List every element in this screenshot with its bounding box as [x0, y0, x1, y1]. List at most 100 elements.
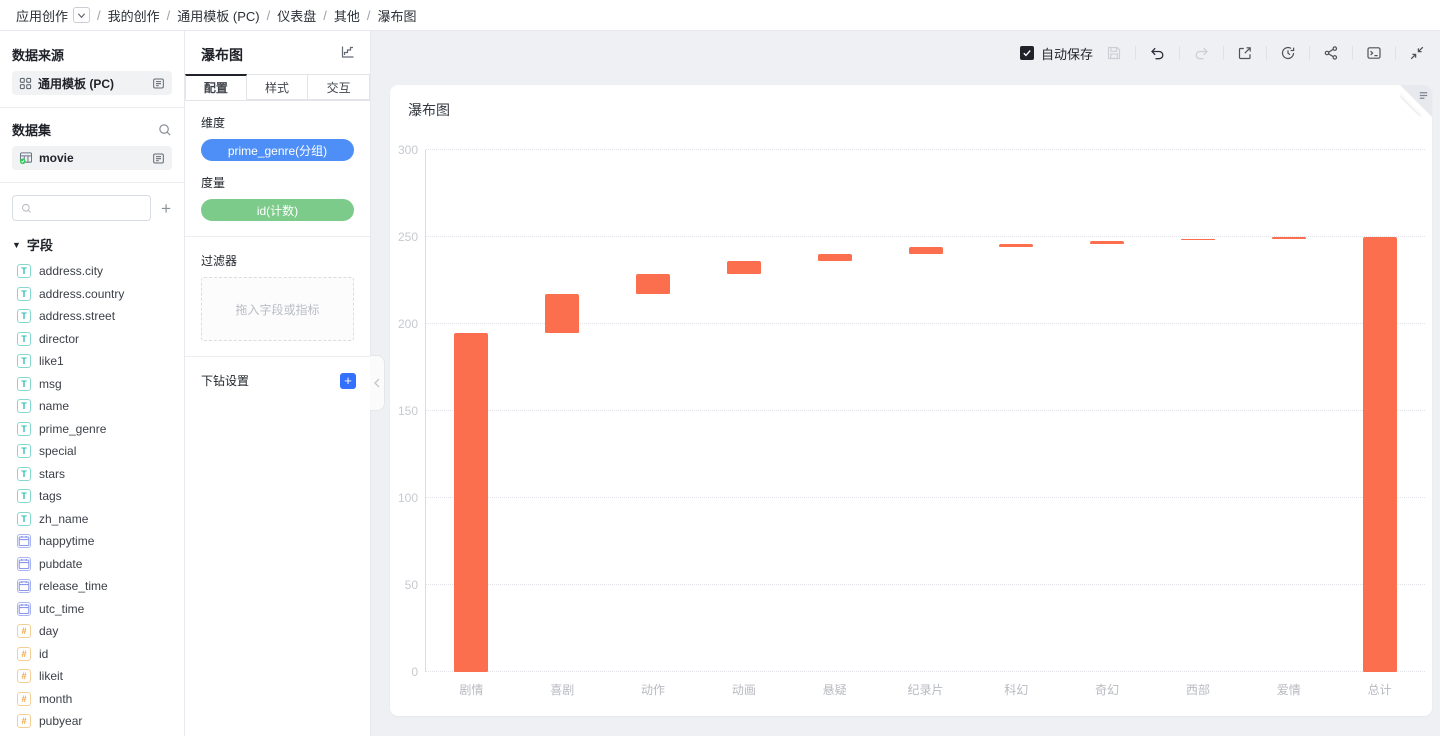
tab-interaction[interactable]: 交互 — [308, 74, 371, 100]
number-field-icon: # — [17, 624, 31, 639]
export-button[interactable] — [1237, 45, 1253, 61]
autosave-label: 自动保存 — [1040, 46, 1093, 62]
measure-pill[interactable]: id(计数) — [201, 199, 354, 221]
open-panel-icon[interactable] — [152, 152, 165, 165]
breadcrumb-root[interactable]: 应用创作 — [16, 8, 69, 24]
dimension-label: 维度 — [201, 116, 226, 130]
add-drill-button[interactable]: + — [340, 372, 356, 389]
field-label: release_time — [39, 579, 108, 594]
filter-label: 过滤器 — [201, 254, 238, 268]
field-item-rate_num[interactable]: #rate_num — [12, 733, 172, 736]
tab-config[interactable]: 配置 — [185, 74, 247, 100]
y-axis-tick-label: 100 — [397, 491, 418, 505]
waterfall-bar-西部[interactable] — [1180, 238, 1215, 241]
text-field-icon: T — [17, 399, 31, 414]
history-button[interactable] — [1280, 45, 1296, 61]
breadcrumb-separator: / — [166, 7, 171, 23]
dimension-pill[interactable]: prime_genre(分组) — [201, 139, 354, 161]
fields-section-toggle[interactable]: ▼ 字段 — [12, 235, 172, 254]
breadcrumb-item[interactable]: 通用模板 (PC) — [177, 8, 260, 24]
widget-quick-menu[interactable] — [1400, 85, 1432, 117]
waterfall-plot: 0 50 100 150 200 250 300 剧情 喜剧 动作 动画 悬疑 纪录片 科幻 奇幻 西部 爱情 总… — [398, 143, 1425, 697]
field-item-day[interactable]: # day — [12, 620, 172, 643]
dataset-item-label: movie — [39, 151, 74, 165]
waterfall-bar-爱情[interactable] — [1271, 237, 1306, 239]
gridline-y50 — [426, 584, 1425, 585]
chevron-left-icon — [374, 378, 380, 388]
collapse-panel-handle[interactable] — [370, 355, 385, 411]
breadcrumb-dropdown-button[interactable] — [73, 7, 91, 23]
field-item-release_time[interactable]: release_time — [12, 575, 172, 598]
field-label: address.city — [39, 264, 104, 279]
field-label: address.country — [39, 286, 125, 301]
waterfall-bar-奇幻[interactable] — [1090, 240, 1125, 244]
gridline-y100 — [426, 497, 1425, 498]
save-button[interactable] — [1106, 45, 1122, 61]
collapse-view-button[interactable] — [1409, 45, 1425, 61]
waterfall-bar-动作[interactable] — [636, 273, 671, 295]
field-item-pubyear[interactable]: # pubyear — [12, 710, 172, 733]
y-axis-tick-label: 0 — [411, 665, 418, 679]
text-field-icon: T — [17, 331, 31, 346]
undo-button[interactable] — [1149, 45, 1166, 62]
x-axis-label: 动画 — [731, 683, 756, 697]
field-item-utc_time[interactable]: utc_time — [12, 598, 172, 621]
field-label: prime_genre — [39, 421, 107, 436]
waterfall-bar-剧情[interactable] — [454, 332, 489, 672]
fields-section-label: 字段 — [26, 238, 53, 253]
search-icon[interactable] — [158, 123, 172, 137]
field-search-text[interactable] — [38, 201, 143, 215]
console-button[interactable] — [1366, 45, 1382, 61]
number-field-icon: # — [17, 714, 31, 729]
waterfall-bar-动画[interactable] — [726, 261, 761, 274]
chart-type-icon[interactable] — [340, 44, 356, 65]
check-icon — [1023, 50, 1031, 57]
chart-widget[interactable]: 瀑布图 0 50 100 150 200 250 300 剧情 喜剧 动作 动画 悬疑 纪录片 科幻 奇幻 西… — [390, 85, 1432, 716]
tab-style[interactable]: 样式 — [246, 74, 309, 100]
dataset-item-movie[interactable]: movie — [12, 146, 172, 170]
breadcrumb-item[interactable]: 瀑布图 — [377, 8, 417, 24]
datasource-item[interactable]: 通用模板 (PC) — [12, 71, 172, 95]
field-label: name — [39, 399, 70, 414]
share-button[interactable] — [1323, 45, 1339, 61]
field-item-likeit[interactable]: # likeit — [12, 665, 172, 688]
field-label: special — [39, 444, 77, 459]
add-field-button[interactable]: + — [161, 198, 171, 218]
date-field-icon — [17, 556, 31, 571]
waterfall-bar-纪录片[interactable] — [908, 247, 943, 255]
field-search-input[interactable] — [12, 195, 152, 221]
autosave-checkbox[interactable] — [1019, 46, 1034, 60]
field-item-id[interactable]: # id — [12, 643, 172, 666]
redo-button[interactable] — [1193, 45, 1210, 62]
waterfall-bar-喜剧[interactable] — [545, 294, 580, 333]
breadcrumb-item[interactable]: 其他 — [333, 8, 360, 24]
field-item-pubdate[interactable]: pubdate — [12, 553, 172, 576]
autosave-toggle[interactable]: 自动保存 — [1019, 44, 1093, 63]
field-item-happytime[interactable]: happytime — [12, 530, 172, 553]
field-item-month[interactable]: # month — [12, 688, 172, 711]
waterfall-bar-悬疑[interactable] — [817, 254, 852, 262]
open-panel-icon[interactable] — [152, 77, 165, 90]
breadcrumb-item[interactable]: 仪表盘 — [277, 8, 317, 24]
text-field-icon: T — [17, 376, 31, 391]
filter-dropzone[interactable]: 拖入字段或指标 — [201, 277, 354, 341]
gridline-y150 — [426, 410, 1425, 411]
waterfall-bar-科幻[interactable] — [999, 243, 1034, 248]
waterfall-bar-总计[interactable] — [1362, 237, 1397, 672]
breadcrumb-item[interactable]: 我的创作 — [107, 8, 160, 24]
config-panel-title: 瀑布图 — [201, 46, 243, 63]
chevron-down-icon — [77, 12, 86, 18]
